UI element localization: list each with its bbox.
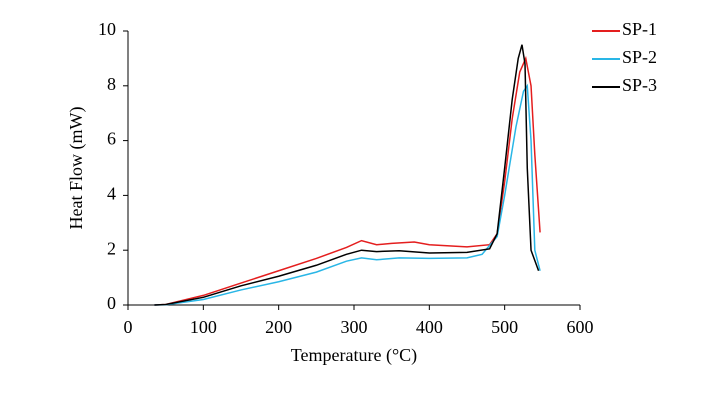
y-tick-label: 10 [98, 19, 116, 39]
x-tick-label: 100 [190, 317, 217, 337]
y-tick-label: 8 [107, 74, 116, 94]
x-tick-label: 200 [265, 317, 292, 337]
series-line [154, 55, 541, 306]
x-tick-label: 600 [567, 317, 594, 337]
x-tick-label: 500 [491, 317, 518, 337]
series-line [154, 83, 541, 306]
legend-label: SP-3 [622, 75, 657, 95]
legend-label: SP-1 [622, 19, 657, 39]
y-axis-label: Heat Flow (mW) [66, 107, 87, 230]
y-tick-label: 4 [107, 184, 116, 204]
series-line [154, 44, 540, 306]
y-tick-label: 6 [107, 129, 116, 149]
x-tick-label: 300 [341, 317, 368, 337]
legend-label: SP-2 [622, 47, 657, 67]
x-tick-label: 400 [416, 317, 443, 337]
x-axis-label: Temperature (°C) [291, 345, 417, 366]
y-tick-label: 2 [107, 238, 116, 258]
x-tick-label: 0 [124, 317, 133, 337]
y-tick-label: 0 [107, 293, 116, 313]
